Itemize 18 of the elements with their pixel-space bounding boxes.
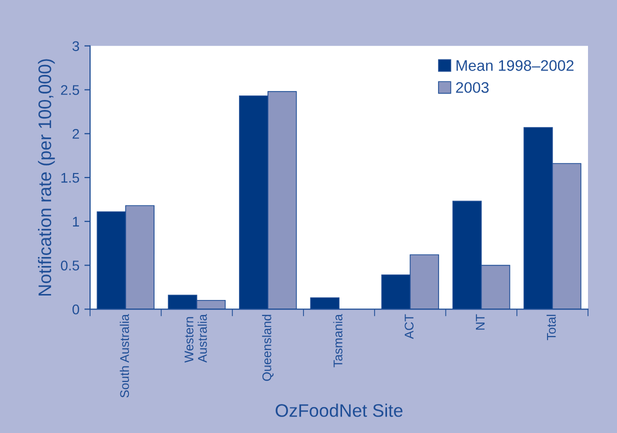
x-tick-label: Tasmania — [333, 314, 342, 368]
y-tick-label: 1 — [73, 216, 79, 226]
y-axis-title: Notification rate (per 100,000) — [38, 59, 55, 296]
legend-label: 2003 — [456, 82, 489, 93]
legend-label: Mean 1998–2002 — [456, 60, 574, 71]
x-axis-title: OzFoodNet Site — [276, 404, 402, 417]
y-tick-label: 1.5 — [61, 173, 80, 183]
x-tick-label: Queensland — [262, 314, 274, 381]
y-tick-label: 3 — [72, 41, 80, 52]
y-tick-label: 2.5 — [61, 85, 80, 95]
y-tick-label: 0.5 — [60, 260, 80, 270]
x-tick-label: ACT — [404, 314, 414, 339]
x-tick-label: Western Australia — [184, 314, 207, 363]
y-tick-label: 0 — [72, 304, 80, 314]
x-tick-label: NT — [476, 314, 485, 330]
y-tick-label: 2 — [72, 128, 79, 139]
x-tick-label: South Australia — [120, 314, 130, 398]
x-tick-label: Total — [546, 314, 556, 340]
